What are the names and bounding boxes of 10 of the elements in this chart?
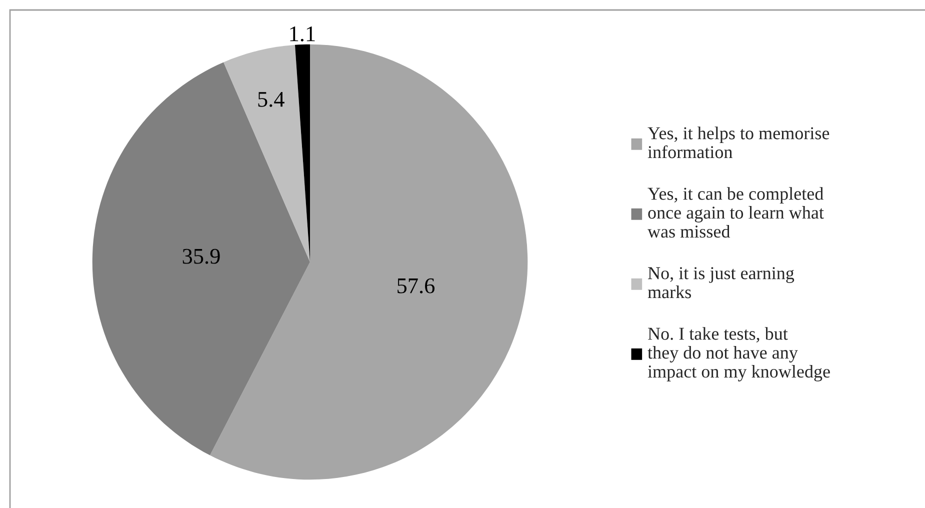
legend-label: Yes, it helps to memorise information	[648, 126, 830, 158]
legend-label: No, it is just earning marks	[648, 267, 794, 298]
data-label: 5.4	[258, 92, 284, 107]
pie-slice	[224, 44, 310, 262]
data-label: 57.6	[398, 278, 435, 294]
data-label: 35.9	[182, 248, 220, 264]
legend-label: No. I take tests, but they do not have any impact on my knowledge	[648, 327, 830, 382]
legend-label: Yes, it can be completed once again to learn what was missed	[648, 187, 824, 238]
pie-slice	[92, 62, 310, 456]
data-label: 1.1	[290, 26, 315, 42]
